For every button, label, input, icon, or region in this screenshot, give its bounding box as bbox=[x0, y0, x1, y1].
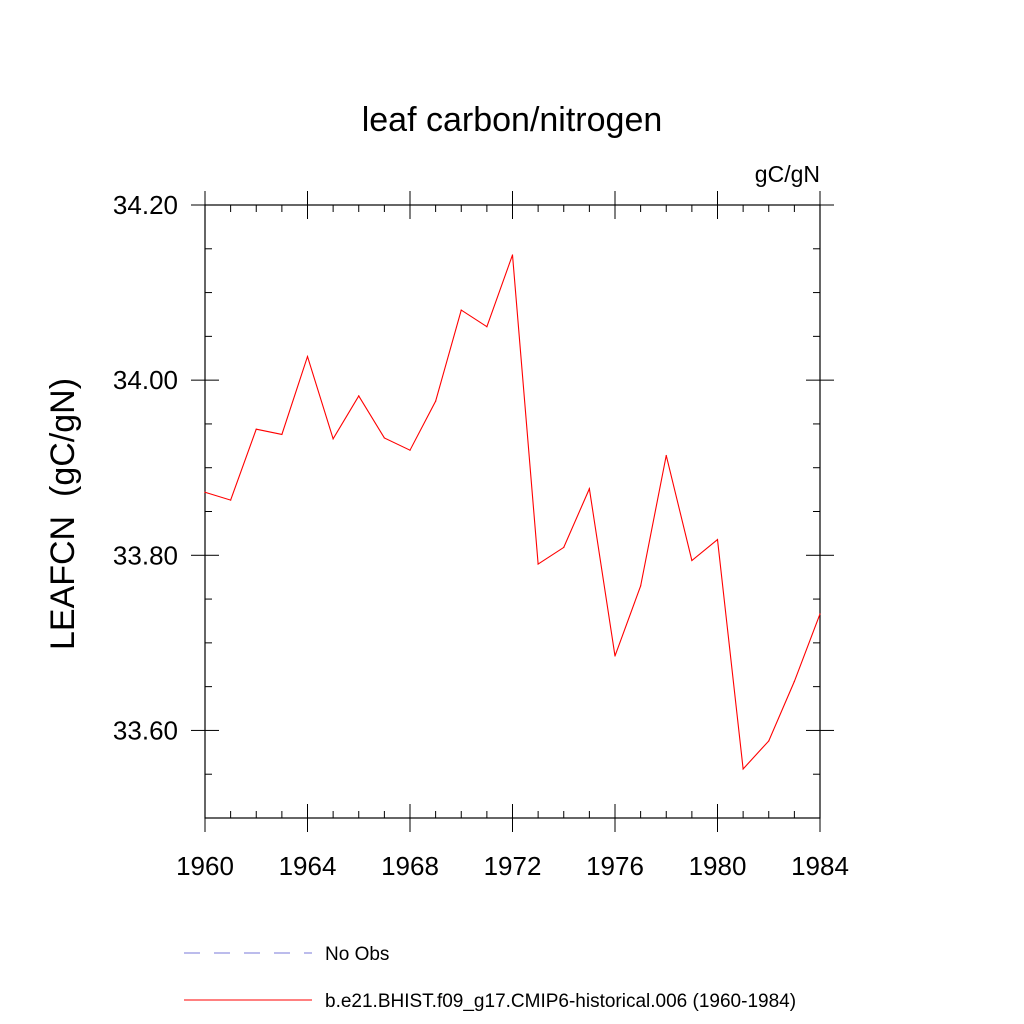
y-axis-label: LEAFCN (gC/gN) bbox=[44, 378, 82, 650]
data-point bbox=[204, 491, 206, 493]
data-point bbox=[768, 740, 770, 742]
data-point bbox=[537, 563, 539, 565]
x-tick-label: 1980 bbox=[689, 851, 747, 881]
chart-title: leaf carbon/nitrogen bbox=[362, 101, 663, 139]
legend-label: No Obs bbox=[325, 944, 389, 965]
data-point bbox=[281, 433, 283, 436]
legend: No Obs b.e21.BHIST.f09_g17.CMIP6-historic… bbox=[184, 944, 796, 1012]
x-tick-label: 1984 bbox=[791, 851, 849, 881]
x-ticks: 1960 1964 1968 1972 1976 1980 1984 bbox=[176, 191, 849, 881]
y-tick-label: 33.60 bbox=[113, 715, 178, 745]
data-point bbox=[588, 488, 590, 490]
y-ticks: 33.60 33.80 34.00 34.20 bbox=[113, 190, 834, 819]
data-point bbox=[691, 559, 693, 562]
data-point bbox=[409, 449, 411, 451]
data-point bbox=[665, 454, 667, 457]
data-point bbox=[793, 680, 795, 682]
legend-label: b.e21.BHIST.f09_g17.CMIP6-historical.006… bbox=[325, 991, 796, 1012]
data-point bbox=[358, 395, 360, 397]
series-line bbox=[204, 254, 821, 771]
plot-frame bbox=[204, 204, 821, 819]
data-point bbox=[716, 538, 719, 541]
x-tick-label: 1976 bbox=[586, 851, 644, 881]
data-point bbox=[383, 437, 385, 439]
data-point bbox=[230, 499, 232, 501]
data-point bbox=[332, 438, 334, 440]
x-tick-label: 1968 bbox=[381, 851, 439, 881]
data-point bbox=[742, 768, 744, 770]
data-point bbox=[255, 428, 257, 430]
data-point bbox=[614, 655, 616, 657]
x-tick-label: 1960 bbox=[176, 851, 234, 881]
data-point bbox=[563, 546, 565, 549]
y-tick-label: 33.80 bbox=[113, 540, 178, 570]
data-point bbox=[460, 309, 462, 311]
x-tick-label: 1972 bbox=[484, 851, 542, 881]
data-point bbox=[306, 355, 309, 358]
data-point bbox=[819, 613, 821, 615]
y-tick-label: 34.20 bbox=[113, 190, 178, 220]
units-label: gC/gN bbox=[755, 161, 820, 187]
data-point bbox=[511, 254, 514, 256]
data-point bbox=[486, 326, 488, 328]
series-layer bbox=[204, 254, 821, 771]
data-point bbox=[435, 400, 437, 402]
data-point bbox=[640, 585, 642, 587]
x-tick-label: 1964 bbox=[279, 851, 337, 881]
y-tick-label: 34.00 bbox=[113, 365, 178, 395]
